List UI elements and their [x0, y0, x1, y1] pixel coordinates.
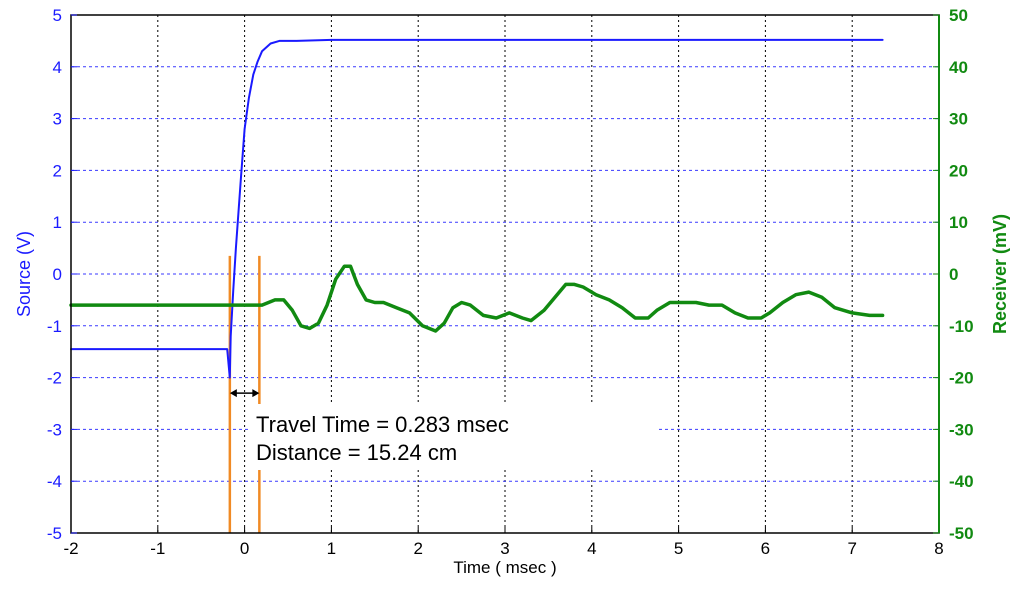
arrow-head-left: [229, 389, 237, 398]
y-axis-right-label: Receiver (mV): [990, 214, 1010, 334]
x-tick-label: -2: [63, 539, 78, 558]
y-right-tick-label: 0: [949, 265, 958, 284]
y-left-tick-label: 3: [53, 110, 62, 129]
x-tick-label: 4: [587, 539, 596, 558]
x-tick-label: 2: [413, 539, 422, 558]
y-left-tick-label: 2: [53, 161, 62, 180]
y-right-tick-label: -20: [949, 369, 974, 388]
x-tick-label: 7: [847, 539, 856, 558]
y-left-tick-label: -1: [47, 317, 62, 336]
x-tick-label: 3: [500, 539, 509, 558]
x-tick-label: 8: [934, 539, 943, 558]
y-right-tick-label: -40: [949, 472, 974, 491]
annotation-travel-time: Travel Time = 0.283 msec: [256, 412, 509, 437]
source-series-line: [70, 38, 884, 379]
x-tick-label: -1: [150, 539, 165, 558]
axis-ticks: -2 -1 0 1 2 3 4 5 6 7 8-5-4-3-2-1012345-50-40-30-2…: [47, 6, 974, 558]
y-left-tick-label: 1: [53, 213, 62, 232]
receiver-series-line: [69, 264, 885, 333]
y-left-tick-label: 5: [53, 6, 62, 25]
x-tick-label: 0: [240, 539, 249, 558]
travel-time-markers: [228, 255, 261, 533]
y-right-tick-label: 50: [949, 6, 968, 25]
y-right-tick-label: -50: [949, 524, 974, 543]
y-right-tick-label: 40: [949, 58, 968, 77]
grid-lines: [71, 15, 939, 533]
y-left-tick-label: 4: [53, 58, 62, 77]
y-right-tick-label: -30: [949, 420, 974, 439]
series-lines: [69, 38, 885, 379]
y-right-tick-label: -10: [949, 317, 974, 336]
y-left-tick-label: -2: [47, 369, 62, 388]
y-right-tick-label: 30: [949, 110, 968, 129]
x-axis-label: Time ( msec ): [453, 558, 556, 577]
y-right-tick-label: 20: [949, 161, 968, 180]
annotation-box: [248, 404, 658, 470]
y-axis-left-label: Source (V): [14, 231, 34, 317]
y-left-tick-label: -3: [47, 420, 62, 439]
arrow-head-right: [252, 389, 260, 398]
annotation-distance: Distance = 15.24 cm: [256, 440, 457, 465]
x-tick-label: 1: [327, 539, 336, 558]
x-tick-label: 6: [761, 539, 770, 558]
y-right-tick-label: 10: [949, 213, 968, 232]
x-tick-label: 5: [674, 539, 683, 558]
y-left-tick-label: -5: [47, 524, 62, 543]
y-left-tick-label: 0: [53, 265, 62, 284]
y-left-tick-label: -4: [47, 472, 62, 491]
